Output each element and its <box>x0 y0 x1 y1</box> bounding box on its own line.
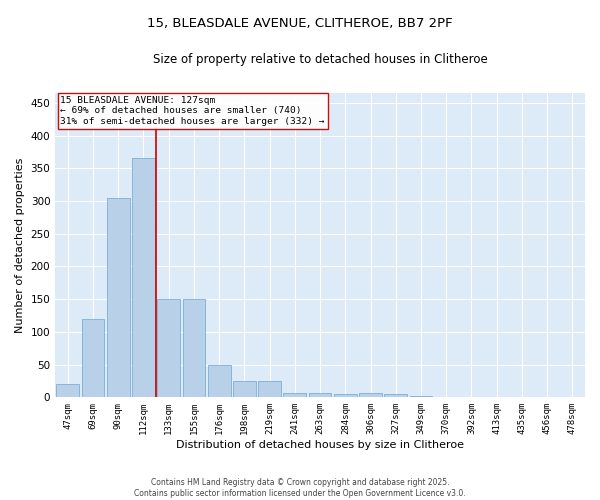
Bar <box>132 158 155 398</box>
Bar <box>233 381 256 398</box>
Y-axis label: Number of detached properties: Number of detached properties <box>15 158 25 333</box>
Bar <box>258 381 281 398</box>
Bar <box>82 319 104 398</box>
Bar <box>283 393 306 398</box>
Bar <box>157 299 180 398</box>
Text: Contains HM Land Registry data © Crown copyright and database right 2025.
Contai: Contains HM Land Registry data © Crown c… <box>134 478 466 498</box>
Bar <box>561 396 584 398</box>
Bar <box>182 299 205 398</box>
Bar <box>359 393 382 398</box>
Bar <box>435 396 458 398</box>
Bar <box>208 364 230 398</box>
X-axis label: Distribution of detached houses by size in Clitheroe: Distribution of detached houses by size … <box>176 440 464 450</box>
Bar <box>107 198 130 398</box>
Bar <box>410 396 433 398</box>
Text: 15, BLEASDALE AVENUE, CLITHEROE, BB7 2PF: 15, BLEASDALE AVENUE, CLITHEROE, BB7 2PF <box>147 18 453 30</box>
Bar <box>309 393 331 398</box>
Bar <box>485 396 508 398</box>
Bar <box>56 384 79 398</box>
Bar <box>334 394 356 398</box>
Title: Size of property relative to detached houses in Clitheroe: Size of property relative to detached ho… <box>153 52 487 66</box>
Text: 15 BLEASDALE AVENUE: 127sqm
← 69% of detached houses are smaller (740)
31% of se: 15 BLEASDALE AVENUE: 127sqm ← 69% of det… <box>61 96 325 126</box>
Bar <box>385 394 407 398</box>
